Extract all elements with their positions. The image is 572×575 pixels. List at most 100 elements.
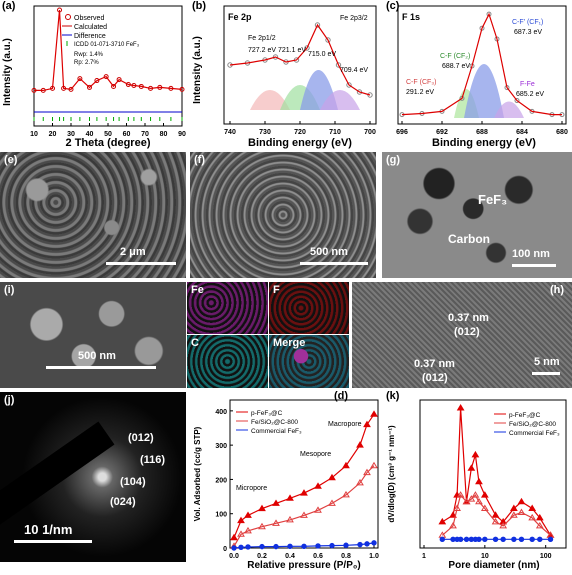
f-ann-6873: 687.3 eV: [514, 29, 542, 36]
pore-series-1-point: [517, 508, 526, 516]
panel-b-label: (b): [192, 0, 207, 12]
iso-legend-label: p-FeF₃@C: [251, 410, 283, 417]
pore-series-0-point: [467, 464, 476, 471]
pore-series-0-point: [471, 450, 480, 458]
iso-series-0-point: [272, 499, 280, 506]
panel-f-scale-bar: [300, 262, 368, 265]
xrd-xtick-label: 70: [141, 131, 149, 138]
pore-chart: dV/dlog(D) (cm³ g⁻¹ nm⁻¹) Pore diameter …: [387, 399, 567, 571]
fe-xtick-label: 720: [294, 129, 306, 136]
fe-peak-fill-1: [250, 90, 290, 110]
iso-series-0-point: [230, 533, 238, 541]
legend-difference: Difference: [74, 33, 106, 40]
iso-series-2-point: [259, 543, 265, 550]
fe-ylabel: Intensity (a.u.): [192, 36, 203, 104]
map-f: F: [269, 282, 349, 334]
pore-series-0-point: [456, 404, 465, 411]
pore-series-1-line: [441, 493, 551, 536]
iso-series-2-point: [343, 542, 349, 548]
iso-series-0-point: [237, 516, 245, 524]
iso-ann-micropore: Micropore: [236, 485, 267, 492]
fe-data-point: [335, 62, 342, 68]
panel-g-feature-fef3: FeF₃: [478, 192, 508, 207]
f-xtick-label: 696: [396, 129, 408, 136]
panel-h-d2: 0.37 nm: [414, 358, 455, 370]
xrd-observed-point: [131, 82, 137, 88]
panel-h-scale-label: 5 nm: [534, 356, 560, 368]
panel-k: dV/dlog(D) (cm³ g⁻¹ nm⁻¹) Pore diameter …: [384, 390, 572, 571]
iso-series-0-point: [328, 473, 336, 481]
panel-f-scale-label: 500 nm: [310, 246, 348, 258]
f-ann-cf3: C-F (CF₃): [406, 79, 436, 86]
pore-series: [438, 404, 555, 543]
panel-i-scale-bar: [46, 366, 156, 369]
fe-peak-fill-4: [320, 90, 360, 110]
iso-series-1-point: [356, 478, 364, 486]
iso-series-0-point: [300, 489, 308, 496]
xrd-calculated-line: [34, 9, 183, 91]
panel-c: Binding energy (eV) F 1s 696 692 688 684 680…: [384, 0, 572, 150]
iso-xtick-label: 0.0: [229, 553, 239, 560]
f-title: F 1s: [402, 12, 420, 22]
xrd-xtick-label: 40: [86, 131, 94, 138]
iso-series-0-point: [258, 504, 266, 512]
pore-series-2-point: [492, 536, 499, 543]
iso-series: [230, 410, 378, 551]
pore-series-2-point: [476, 536, 482, 543]
map-c-label: C: [191, 337, 199, 349]
map-fe: Fe: [187, 282, 268, 334]
pore-xlabel: Pore diameter (nm): [448, 560, 539, 570]
iso-series-2-point: [357, 541, 363, 548]
panel-h-hrtem-image: (h) 0.37 nm (012) 0.37 nm (012) 5 nm: [352, 282, 572, 388]
f-fit-line: [401, 12, 562, 116]
pore-series-1-point: [535, 521, 544, 529]
fe-xtick-label: 740: [224, 129, 236, 136]
f-ann-6887: 688.7 eV: [442, 63, 470, 70]
iso-series-2-point: [301, 543, 307, 549]
iso-xlabel: Relative pressure (P/P₀): [247, 560, 360, 570]
fe-ann-7272: 727.2 eV: [248, 47, 276, 54]
fe-ann-7211: 721.1 eV: [278, 47, 306, 54]
iso-series-2-point: [315, 543, 321, 549]
pore-series-1-point: [453, 504, 461, 511]
iso-series-0-point: [286, 494, 294, 501]
pore-series-2-point: [457, 536, 464, 543]
panel-f-label: (f): [194, 154, 205, 166]
iso-series-2-point: [364, 541, 370, 547]
f-ann-2912: 291.2 eV: [406, 89, 434, 96]
fe-title: Fe 2p: [228, 12, 252, 22]
fe-ann-7150: 715.0 eV: [308, 51, 336, 58]
pore-series-2-point: [529, 536, 535, 543]
panel-g-tem-image: (g) FeF₃ Carbon 100 nm: [382, 152, 572, 278]
fe-data-point: [325, 37, 331, 43]
legend-observed-marker: [65, 14, 71, 20]
fe-data-point: [314, 22, 321, 28]
pore-series-1-point: [491, 517, 500, 525]
ring-024: (024): [110, 496, 136, 508]
xrd-observed-point: [57, 7, 63, 13]
iso-xtick-label: 0.4: [285, 553, 295, 560]
iso-series-2-point: [245, 544, 251, 550]
xrd-series: [31, 7, 185, 121]
pore-series-0-point: [475, 477, 483, 485]
pore-series-2-point: [518, 536, 525, 543]
pore-series-0-point: [535, 513, 544, 521]
iso-series-0-point: [370, 410, 378, 417]
pore-xtick-label: 10: [481, 553, 489, 560]
pore-legend-label: Fe/SiO₂@C-800: [509, 421, 556, 428]
isotherm-chart: Vol. Adsorbed (cc/g STP) Relative pressu…: [193, 399, 379, 571]
xrd-observed-point: [116, 77, 122, 83]
xrd-xtick-label: 30: [67, 131, 75, 138]
fe-data-point: [367, 92, 373, 98]
fe-series: [227, 22, 373, 98]
iso-series-1-point: [363, 468, 371, 476]
pore-series-1-point: [480, 504, 489, 511]
pore-series-1-point: [449, 521, 457, 529]
iso-series-2-point: [231, 545, 237, 551]
pore-series-1-point: [528, 513, 537, 521]
pore-series-1-point: [499, 521, 508, 529]
iso-series-0-point: [356, 441, 364, 448]
iso-series-1-point: [314, 506, 322, 513]
pore-series-2-point: [463, 536, 470, 543]
iso-series-1-point: [258, 522, 266, 530]
